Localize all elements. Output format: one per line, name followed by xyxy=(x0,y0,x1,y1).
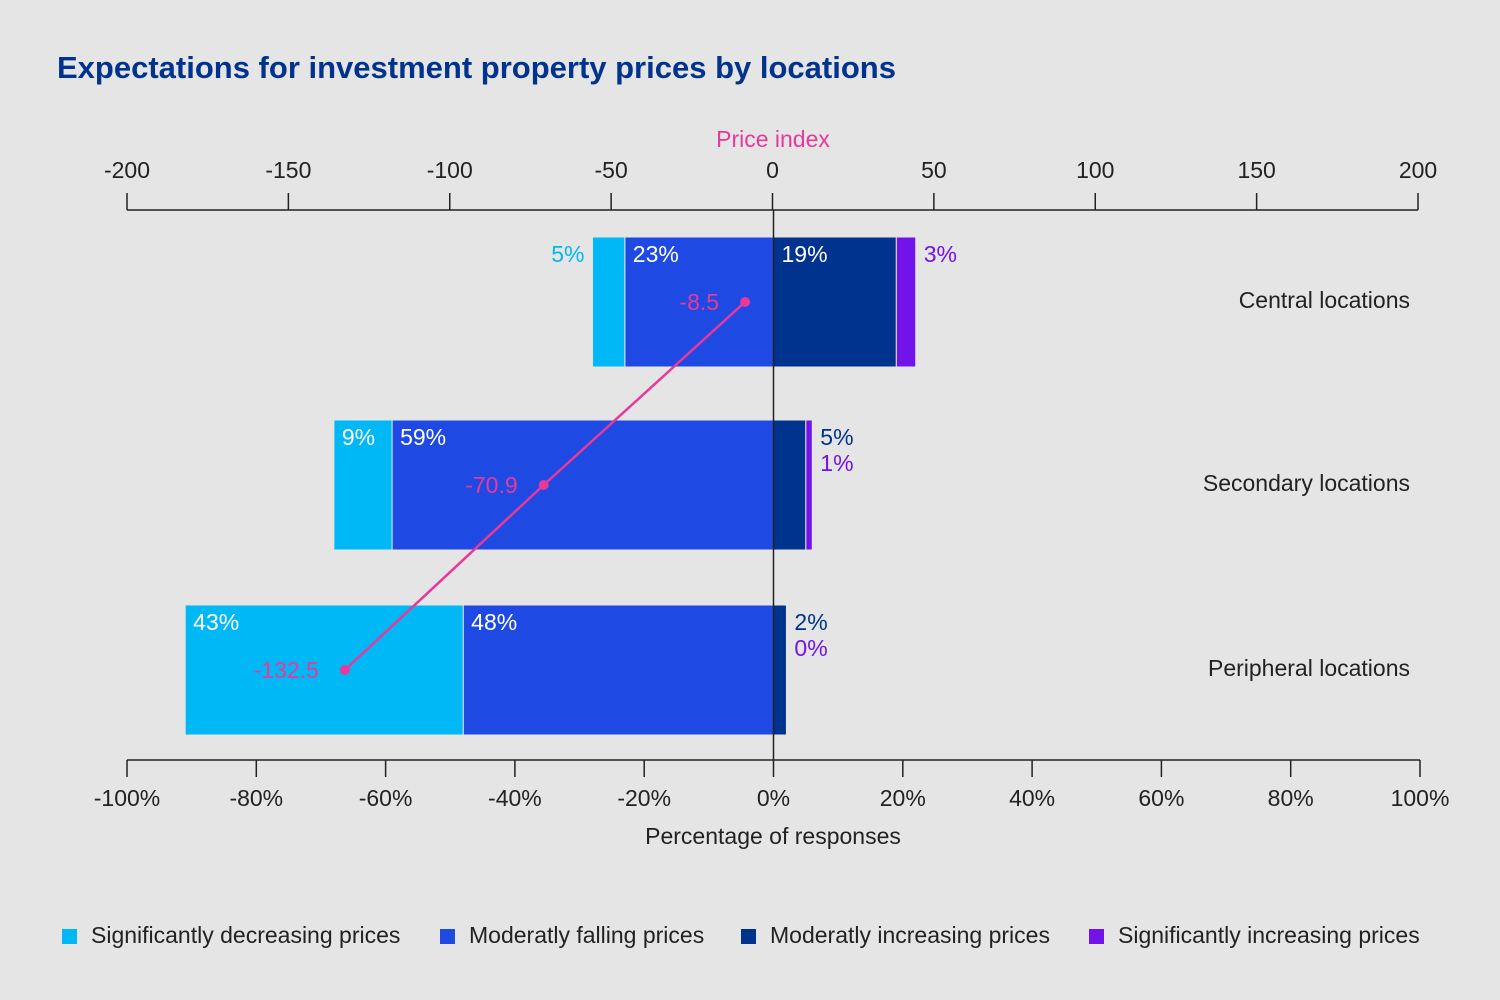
bar xyxy=(773,604,787,736)
bar-label: 3% xyxy=(924,241,957,267)
x2-tick-label: 100 xyxy=(1076,157,1114,183)
bar xyxy=(462,604,774,736)
legend-label: Moderatly increasing prices xyxy=(770,922,1050,948)
line-point xyxy=(740,297,751,307)
bar-label: 2% xyxy=(794,609,827,635)
x2-tick-label: 150 xyxy=(1237,157,1275,183)
bar xyxy=(184,604,464,736)
x2-tick-label: 50 xyxy=(921,157,947,183)
x-tick-label: 60% xyxy=(1138,785,1184,811)
legend-label: Significantly increasing prices xyxy=(1118,922,1420,948)
x2-axis-title: Price index xyxy=(716,126,830,152)
x-tick-label: 80% xyxy=(1268,785,1314,811)
x2-tick-label: 200 xyxy=(1399,157,1437,183)
bar-label: 59% xyxy=(400,424,446,450)
legend-swatch xyxy=(1089,929,1104,944)
bar-label: 9% xyxy=(342,424,375,450)
x-tick-label: -40% xyxy=(488,785,542,811)
bar-label: 1% xyxy=(820,450,853,476)
x-tick-label: 40% xyxy=(1009,785,1055,811)
bar-label: 23% xyxy=(633,241,679,267)
bar-label: 19% xyxy=(782,241,828,267)
x2-tick-label: -50 xyxy=(595,157,628,183)
bar xyxy=(773,236,897,368)
x2-tick-label: -200 xyxy=(104,157,150,183)
legend-label: Significantly decreasing prices xyxy=(91,922,400,948)
category-label: Central locations xyxy=(1239,287,1410,313)
bar-label: 0% xyxy=(794,635,827,661)
legend-label: Moderatly falling prices xyxy=(469,922,704,948)
bar xyxy=(591,236,626,368)
x2-tick-label: -100 xyxy=(427,157,473,183)
bar xyxy=(895,236,917,368)
category-label: Peripheral locations xyxy=(1208,655,1410,681)
x-tick-label: 20% xyxy=(880,785,926,811)
bar xyxy=(391,419,774,551)
line-point xyxy=(339,665,350,675)
x-tick-label: -80% xyxy=(229,785,283,811)
x2-tick-label: 0 xyxy=(766,157,779,183)
legend-swatch xyxy=(741,929,756,944)
point-label: -8.5 xyxy=(679,289,719,315)
x-tick-label: 0% xyxy=(757,785,790,811)
legend-swatch xyxy=(62,929,77,944)
bar xyxy=(805,419,813,551)
x-tick-label: 100% xyxy=(1391,785,1450,811)
bar-label: 5% xyxy=(551,241,584,267)
x2-tick-label: -150 xyxy=(265,157,311,183)
point-label: -132.5 xyxy=(254,657,319,683)
line-point xyxy=(538,480,549,490)
point-label: -70.9 xyxy=(465,472,517,498)
x-axis-title: Percentage of responses xyxy=(645,823,901,849)
bar-label: 5% xyxy=(820,424,853,450)
x-tick-label: -100% xyxy=(94,785,160,811)
bar xyxy=(333,419,393,551)
x-tick-label: -20% xyxy=(617,785,671,811)
category-label: Secondary locations xyxy=(1203,470,1410,496)
bar-label: 43% xyxy=(193,609,239,635)
x-tick-label: -60% xyxy=(359,785,413,811)
bar-label: 48% xyxy=(471,609,517,635)
legend-swatch xyxy=(440,929,455,944)
chart-title: Expectations for investment property pri… xyxy=(57,50,896,85)
bar xyxy=(773,419,807,551)
